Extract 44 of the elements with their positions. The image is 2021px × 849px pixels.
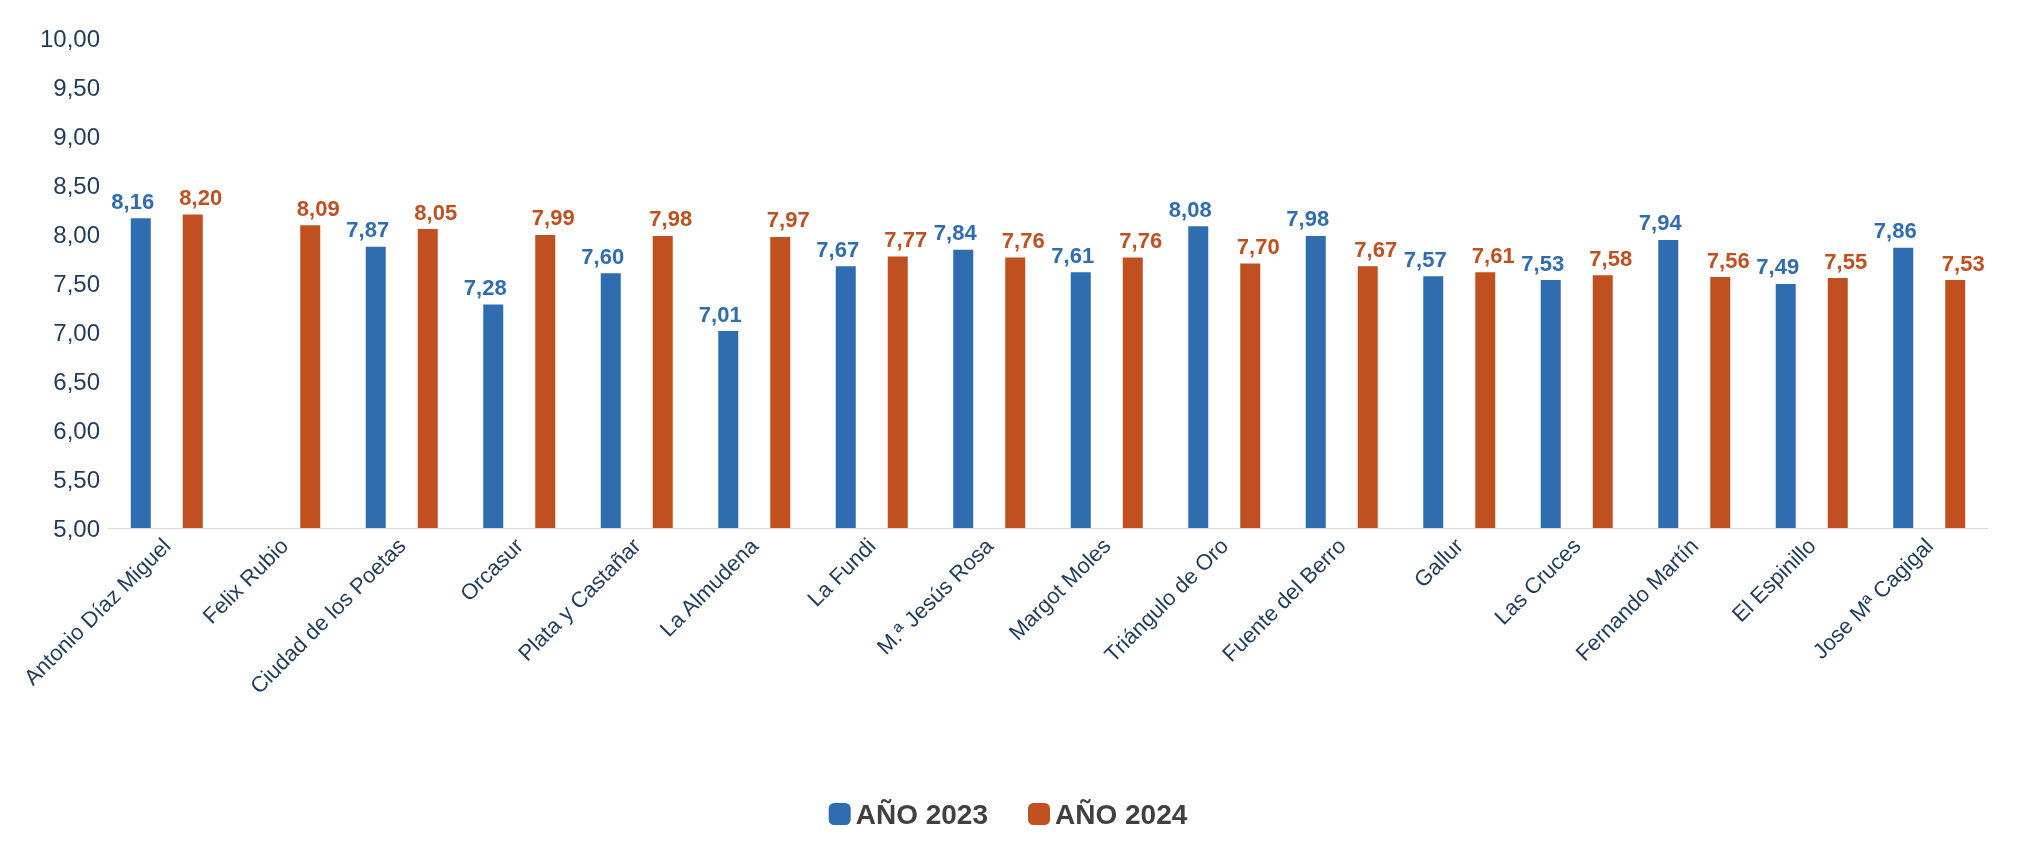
- data-label: 7,61: [1471, 242, 1515, 268]
- data-label: 7,58: [1589, 245, 1633, 271]
- data-label: 7,67: [1354, 236, 1398, 262]
- y-tick-label: 6,00: [53, 416, 100, 444]
- data-label: 7,99: [531, 205, 575, 231]
- data-label: 8,20: [179, 184, 223, 210]
- data-label: 7,84: [933, 220, 978, 246]
- data-label: 7,94: [1638, 210, 1683, 236]
- y-tick-label: 10,00: [39, 24, 100, 52]
- data-label: 7,98: [649, 206, 693, 232]
- data-label: 7,67: [816, 236, 860, 262]
- y-tick-label: 9,00: [53, 122, 100, 150]
- data-label: 7,70: [1236, 233, 1280, 259]
- legend-label: AÑO 2024: [1055, 798, 1188, 830]
- y-tick-label: 8,00: [53, 220, 100, 248]
- data-label: 7,76: [1001, 228, 1045, 254]
- y-tick-label: 5,00: [53, 514, 100, 542]
- data-label: 7,49: [1756, 254, 1800, 280]
- data-label: 7,01: [698, 301, 742, 327]
- data-label: 7,28: [463, 275, 507, 301]
- data-label: 7,98: [1286, 206, 1330, 232]
- data-label: 7,61: [1051, 242, 1095, 268]
- data-label: 7,53: [1941, 250, 1985, 276]
- data-label: 8,09: [296, 195, 340, 221]
- data-label: 7,53: [1521, 250, 1565, 276]
- data-label: 7,86: [1873, 218, 1917, 244]
- data-label: 7,77: [884, 227, 928, 253]
- data-label: 7,97: [766, 207, 810, 233]
- y-tick-label: 7,00: [53, 318, 100, 346]
- data-label: 8,05: [414, 199, 458, 225]
- data-label: 8,08: [1168, 196, 1212, 222]
- data-label: 7,57: [1403, 246, 1447, 272]
- data-label: 7,55: [1824, 248, 1868, 274]
- y-tick-label: 7,50: [53, 269, 100, 297]
- y-tick-label: 5,50: [53, 465, 100, 493]
- data-label: 7,56: [1706, 247, 1750, 273]
- legend-label: AÑO 2023: [855, 798, 989, 830]
- data-label: 7,76: [1119, 228, 1163, 254]
- y-tick-label: 9,50: [53, 73, 100, 101]
- data-label: 8,16: [111, 188, 155, 214]
- y-tick-label: 8,50: [53, 171, 100, 199]
- data-label: 7,60: [581, 243, 625, 269]
- data-label: 7,87: [346, 217, 390, 243]
- y-tick-label: 6,50: [53, 367, 100, 395]
